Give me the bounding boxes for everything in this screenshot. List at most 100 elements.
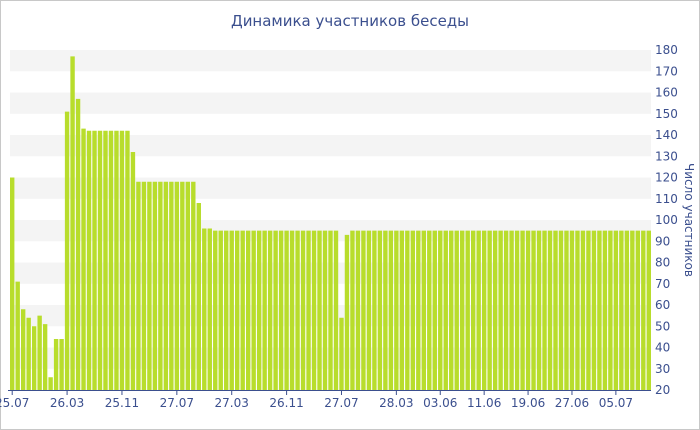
bar — [207, 228, 212, 390]
bar — [449, 230, 454, 391]
bar — [536, 230, 542, 391]
bar — [147, 181, 152, 390]
y-tick-label: 20 — [655, 383, 670, 397]
bar — [10, 177, 15, 390]
bar — [432, 230, 437, 391]
bar — [416, 230, 421, 391]
bar — [251, 230, 256, 391]
bar — [141, 181, 147, 390]
y-tick-label: 80 — [655, 256, 670, 270]
bar — [20, 309, 26, 390]
bar — [256, 230, 262, 391]
bar — [213, 230, 218, 391]
bar — [624, 230, 630, 391]
bar — [421, 230, 426, 391]
bar — [405, 230, 410, 391]
bar — [103, 130, 108, 390]
bar — [344, 234, 350, 391]
bar — [240, 230, 245, 391]
bar — [575, 230, 580, 391]
x-tick-label: 26.03 — [50, 396, 84, 410]
bar — [191, 181, 196, 390]
bar — [619, 230, 624, 391]
x-tick-label: 27.03 — [215, 396, 249, 410]
y-tick-label: 60 — [655, 298, 670, 312]
bar — [542, 230, 547, 391]
x-tick-label: 28.03 — [379, 396, 413, 410]
bar — [454, 230, 459, 391]
bar — [130, 152, 136, 390]
bar — [438, 230, 443, 391]
y-tick-label: 110 — [655, 192, 678, 206]
bar — [630, 230, 635, 391]
bar — [185, 181, 191, 390]
x-tick-label: 11.06 — [467, 396, 501, 410]
bar — [70, 56, 75, 391]
y-tick-label: 40 — [655, 341, 670, 355]
y-tick-label: 130 — [655, 149, 678, 163]
bar — [465, 230, 470, 391]
bar — [108, 130, 114, 390]
bar — [509, 230, 514, 391]
bar — [75, 98, 81, 391]
bar — [558, 230, 564, 391]
bar — [366, 230, 372, 391]
bar — [328, 230, 333, 391]
y-tick-label: 180 — [655, 43, 678, 57]
bar — [169, 181, 174, 390]
x-tick-label: 25.07 — [0, 396, 29, 410]
bar — [31, 326, 37, 390]
bar — [333, 230, 339, 391]
bar — [295, 230, 300, 391]
bar — [350, 230, 355, 391]
bar — [608, 230, 613, 391]
x-tick-label: 25.11 — [105, 396, 139, 410]
y-tick-label: 170 — [655, 64, 678, 78]
x-axis-ticks: 25.07 26.03 25.11 27.07 27.03 26.11 27.07 28.03… — [0, 390, 633, 410]
bar — [48, 377, 53, 390]
bar — [92, 130, 97, 390]
bar — [361, 230, 366, 391]
bar — [97, 130, 103, 390]
bar — [553, 230, 558, 391]
bar — [26, 317, 31, 390]
bar — [81, 128, 86, 391]
bar — [531, 230, 536, 391]
bar — [613, 230, 619, 391]
bar — [15, 281, 20, 391]
y-tick-label: 90 — [655, 234, 670, 248]
bar — [86, 130, 92, 390]
bar — [564, 230, 569, 391]
y-tick-label: 140 — [655, 128, 678, 142]
bar — [64, 111, 70, 391]
bar — [114, 130, 119, 390]
bar — [158, 181, 163, 390]
bar — [125, 130, 130, 390]
grid-band — [10, 92, 651, 114]
bar — [377, 230, 383, 391]
bar — [163, 181, 169, 390]
bar — [289, 230, 295, 391]
bar — [586, 230, 591, 391]
bar — [399, 230, 405, 391]
bar — [317, 230, 322, 391]
bar — [136, 181, 141, 390]
bar — [460, 230, 465, 391]
bar — [646, 230, 651, 391]
bars — [10, 56, 651, 391]
bar — [202, 228, 207, 390]
bar — [224, 230, 229, 391]
bar — [53, 339, 59, 390]
bar — [591, 230, 597, 391]
y-axis-ticks: 20 30 40 50 60 70 80 90 100 110 120 130 140 150 160 170… — [655, 43, 678, 397]
x-tick-label: 19.06 — [511, 396, 545, 410]
bar — [174, 181, 180, 390]
bar — [503, 230, 509, 391]
bar — [372, 230, 377, 391]
x-tick-label: 27.06 — [555, 396, 589, 410]
bar — [59, 339, 64, 390]
bar — [245, 230, 251, 391]
y-tick-label: 70 — [655, 277, 670, 291]
bar — [427, 230, 432, 391]
